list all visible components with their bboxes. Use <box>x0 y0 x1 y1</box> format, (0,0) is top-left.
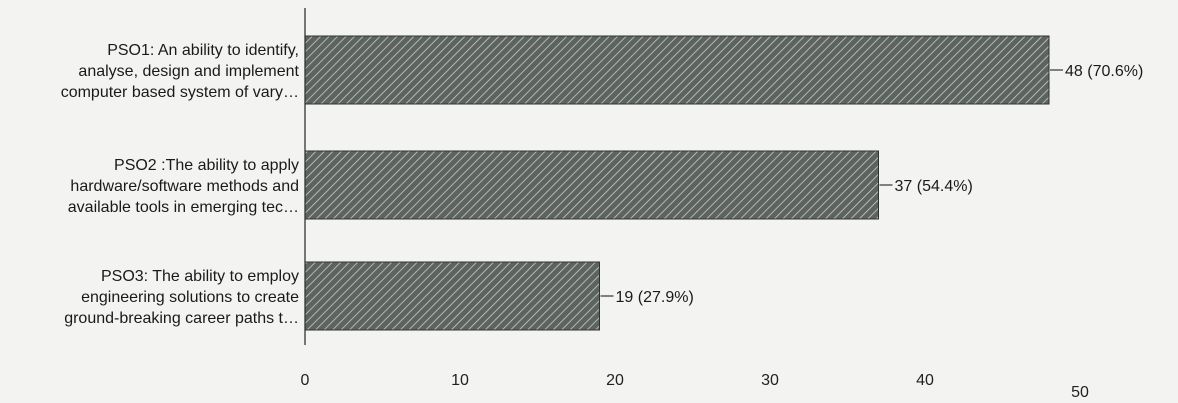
category-label-line: PSO3: The ability to employ <box>101 268 299 285</box>
category-label-line: ground-breaking career paths t… <box>64 310 299 327</box>
labels-layer: 48 (70.6%) PSO1: An ability to identify, a… <box>61 42 1144 327</box>
x-tick-label: 0 <box>301 372 310 389</box>
x-tick-label: 50 <box>1071 384 1089 401</box>
bar-1 <box>304 35 1050 105</box>
category-label-line: PSO1: An ability to identify, <box>107 42 299 59</box>
data-label-1: 48 (70.6%) <box>1065 63 1143 80</box>
category-label-1: PSO1: An ability to identify, analyse, de… <box>61 42 300 101</box>
data-label-2: 37 (54.4%) <box>895 178 973 195</box>
category-label-line: computer based system of vary… <box>61 84 299 101</box>
x-tick-label: 10 <box>451 372 469 389</box>
category-label-2: PSO2 :The ability to apply hardware/softw… <box>68 157 299 216</box>
bar-2 <box>304 150 879 220</box>
x-tick-label: 40 <box>916 372 934 389</box>
bar-3 <box>304 261 600 331</box>
category-label-3: PSO3: The ability to employ engineering s… <box>64 268 299 327</box>
category-label-line: hardware/software methods and <box>70 178 299 195</box>
category-label-line: analyse, design and implement <box>78 63 299 80</box>
category-label-line: available tools in emerging tec… <box>68 199 299 216</box>
data-label-3: 19 (27.9%) <box>616 289 694 306</box>
axis-layer: 0 10 20 30 40 50 <box>301 8 1089 401</box>
category-label-line: PSO2 :The ability to apply <box>114 157 299 174</box>
x-tick-label: 30 <box>761 372 779 389</box>
x-tick-label: 20 <box>606 372 624 389</box>
bars-layer <box>304 35 1050 331</box>
category-label-line: engineering solutions to create <box>81 289 299 306</box>
